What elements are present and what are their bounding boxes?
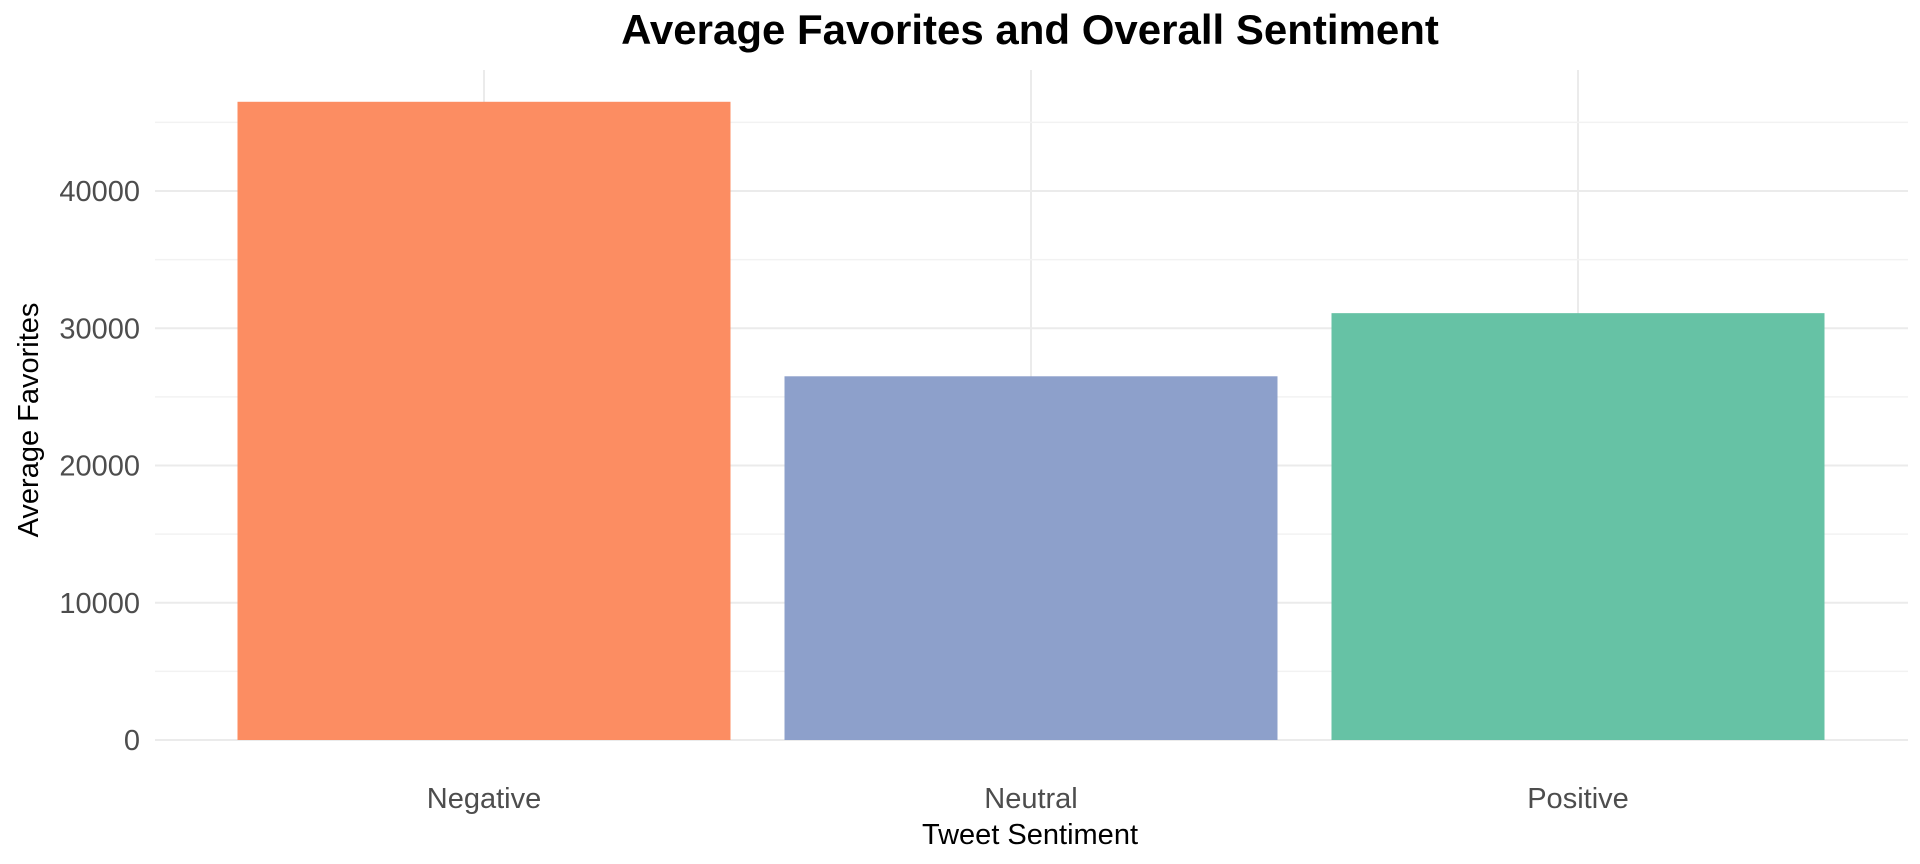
y-tick-label-2: 20000 xyxy=(59,451,140,483)
x-tick-label-positive: Positive xyxy=(1527,783,1629,815)
y-tick-label-0: 0 xyxy=(124,725,140,757)
y-tick-label-4: 40000 xyxy=(59,176,140,208)
x-tick-labels: Negative Neutral Positive xyxy=(427,783,1629,815)
y-axis-title: Average Favorites xyxy=(13,303,45,538)
chart-title: Average Favorites and Overall Sentiment xyxy=(621,6,1439,53)
bar-positive xyxy=(1331,313,1825,740)
bars xyxy=(237,101,1825,741)
x-tick-label-neutral: Neutral xyxy=(984,783,1078,815)
y-tick-labels: 0 10000 20000 30000 40000 xyxy=(59,176,140,757)
y-tick-label-1: 10000 xyxy=(59,588,140,620)
y-tick-label-3: 30000 xyxy=(59,313,140,345)
x-axis-title: Tweet Sentiment xyxy=(922,819,1138,851)
bar-neutral xyxy=(784,376,1278,740)
x-tick-label-negative: Negative xyxy=(427,783,541,815)
bar-negative xyxy=(237,101,731,741)
